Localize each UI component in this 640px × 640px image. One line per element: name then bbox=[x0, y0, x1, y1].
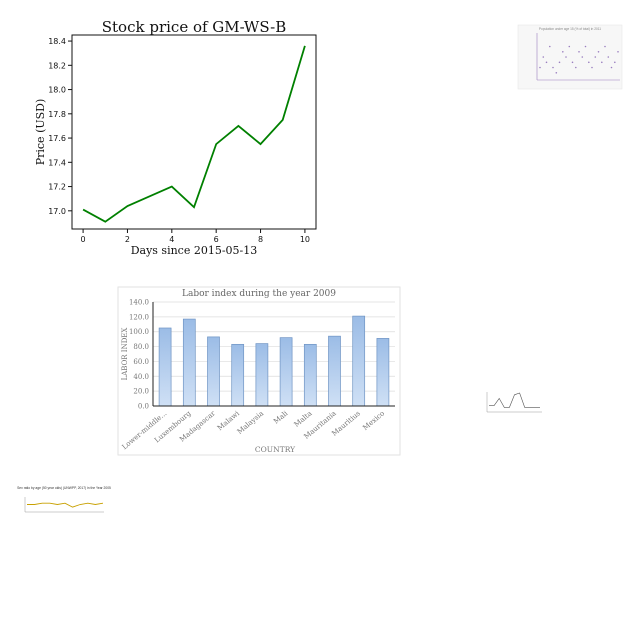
scatter-thumb-title: Population under age 15 (% of total) in … bbox=[539, 27, 601, 31]
scatter-thumb-point bbox=[558, 61, 561, 64]
stock-x-tick-label: 2 bbox=[125, 235, 130, 244]
scatter-thumb-point bbox=[568, 45, 571, 48]
labor-y-tick-label: 40.0 bbox=[133, 373, 149, 381]
labor-x-axis-label: COUNTRY bbox=[255, 445, 296, 454]
scatter-thumb-point bbox=[617, 51, 619, 53]
sex-ratio-thumb-series-line bbox=[27, 502, 104, 508]
scatter-thumb-point bbox=[614, 61, 616, 64]
stock-x-tick-label: 4 bbox=[169, 235, 174, 244]
scatter-thumb-point bbox=[610, 66, 613, 69]
labor-bar bbox=[207, 336, 220, 407]
labor-bar bbox=[255, 343, 269, 407]
stock-y-tick-label: 18.0 bbox=[48, 86, 66, 95]
scatter-thumb-point bbox=[552, 66, 554, 69]
labor-bar bbox=[376, 338, 390, 407]
stock-x-tick-label: 0 bbox=[81, 235, 86, 244]
sex-ratio-thumbnail: Sex ratio by age (50 year olds) (UNWPP, … bbox=[17, 486, 111, 513]
stock-plot-frame bbox=[71, 34, 317, 230]
scatter-thumb-point bbox=[549, 45, 551, 48]
population-scatter-thumbnail: Population under age 15 (% of total) in … bbox=[517, 24, 623, 90]
stock-y-tick-label: 18.2 bbox=[48, 61, 66, 70]
right-line-thumbnail bbox=[486, 392, 542, 413]
stock-price-chart: Stock price of GM-WS-B 17.017.217.417.61… bbox=[34, 18, 317, 257]
stock-price-series-line bbox=[82, 45, 306, 223]
labor-y-tick-label: 60.0 bbox=[133, 358, 149, 366]
labor-y-tick-label: 0.0 bbox=[138, 403, 149, 411]
stock-y-tick-label: 17.4 bbox=[48, 158, 66, 167]
labor-bar bbox=[231, 343, 245, 407]
stock-x-tick-label: 8 bbox=[258, 235, 263, 244]
stock-y-axis-label: Price (USD) bbox=[34, 99, 47, 166]
scatter-thumb-point bbox=[562, 51, 564, 53]
stock-y-tick-label: 17.2 bbox=[48, 183, 66, 192]
scatter-thumb-points bbox=[539, 45, 619, 74]
scatter-thumb-point bbox=[597, 51, 600, 53]
stock-x-ticks: 0 2 4 6 8 10 bbox=[81, 229, 310, 244]
labor-bar bbox=[303, 343, 317, 407]
labor-bar bbox=[182, 318, 196, 407]
labor-y-tick-label: 120.0 bbox=[129, 313, 149, 321]
labor-chart-title: Labor index during the year 2009 bbox=[182, 289, 336, 299]
stock-x-tick-label: 6 bbox=[214, 235, 219, 244]
labor-y-axis-label: LABOR INDEX bbox=[121, 328, 129, 381]
stock-y-tick-label: 17.0 bbox=[48, 207, 66, 216]
labor-y-tick-label: 20.0 bbox=[133, 388, 149, 396]
scatter-thumb-point bbox=[539, 66, 541, 69]
labor-bar bbox=[328, 335, 341, 407]
labor-bar bbox=[158, 327, 172, 407]
scatter-thumb-point bbox=[581, 56, 584, 58]
stock-x-tick-label: 10 bbox=[300, 235, 310, 244]
scatter-thumb-point bbox=[607, 56, 610, 58]
scatter-thumb-point bbox=[578, 51, 580, 53]
labor-bar bbox=[279, 337, 293, 407]
scatter-thumb-point bbox=[555, 72, 558, 74]
sex-ratio-thumb-title: Sex ratio by age (50 year olds) (UNWPP, … bbox=[17, 486, 111, 490]
scatter-thumb-point bbox=[601, 61, 603, 64]
scatter-thumb-background bbox=[517, 24, 623, 90]
scatter-thumb-point bbox=[545, 61, 548, 64]
labor-bar bbox=[352, 315, 366, 407]
scatter-thumb-point bbox=[575, 66, 577, 69]
stock-x-axis-label: Days since 2015-05-13 bbox=[131, 244, 258, 257]
scatter-thumb-point bbox=[594, 56, 597, 58]
scatter-thumb-point bbox=[591, 66, 593, 69]
stock-chart-title: Stock price of GM-WS-B bbox=[102, 18, 286, 36]
right-thumb-series-line bbox=[489, 392, 540, 408]
scatter-thumb-point bbox=[571, 61, 574, 64]
labor-bars bbox=[158, 315, 390, 407]
scatter-thumb-point bbox=[542, 56, 545, 58]
labor-index-chart: Labor index during the year 2009 0.0 20.0… bbox=[117, 286, 401, 456]
scatter-thumb-point bbox=[565, 56, 567, 58]
stock-y-tick-label: 17.8 bbox=[48, 110, 66, 119]
labor-y-ticks: 0.0 20.0 40.0 60.0 80.0 100.0 120.0 140.0 bbox=[129, 299, 149, 411]
labor-y-tick-label: 140.0 bbox=[129, 299, 149, 307]
scatter-thumb-point bbox=[588, 61, 590, 64]
stock-y-tick-label: 17.6 bbox=[48, 134, 66, 143]
stock-y-ticks: 17.0 17.2 17.4 17.6 17.8 18.0 18.2 18.4 bbox=[48, 37, 72, 216]
scatter-thumb-point bbox=[604, 45, 606, 48]
labor-y-tick-label: 80.0 bbox=[133, 343, 149, 351]
stock-y-tick-label: 18.4 bbox=[48, 37, 66, 46]
scatter-thumb-point bbox=[584, 45, 587, 48]
labor-y-tick-label: 100.0 bbox=[129, 328, 149, 336]
